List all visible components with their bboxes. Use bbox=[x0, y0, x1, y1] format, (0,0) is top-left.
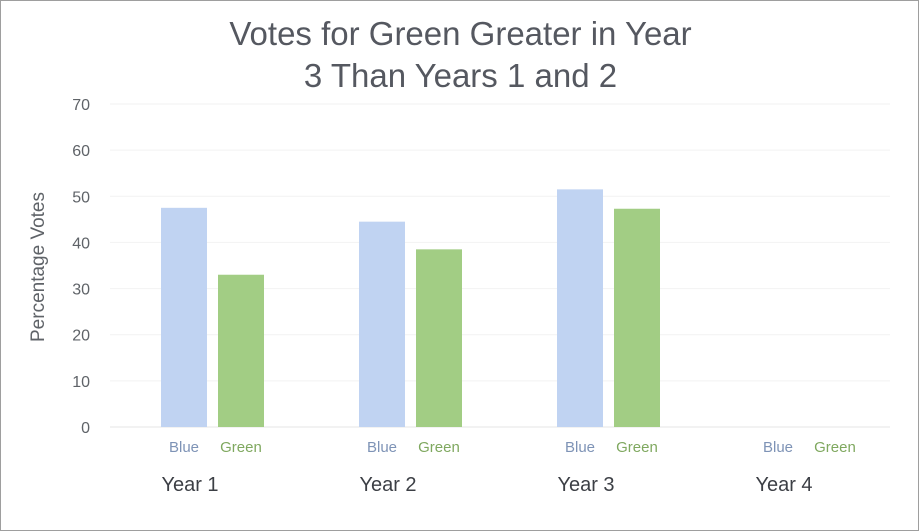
y-tick-label: 50 bbox=[72, 189, 90, 206]
series-label-blue: Blue bbox=[763, 439, 793, 456]
series-label-green: Green bbox=[418, 439, 460, 456]
y-tick-label: 40 bbox=[72, 235, 90, 252]
bar-green-year-3 bbox=[614, 208, 660, 427]
bar-green-year-1 bbox=[218, 274, 264, 427]
category-label: Year 3 bbox=[557, 474, 614, 496]
chart-title: Votes for Green Greater in Year 3 Than Y… bbox=[229, 15, 692, 94]
series-label-green: Green bbox=[616, 439, 658, 456]
bar-blue-year-1 bbox=[161, 207, 207, 427]
category-label: Year 1 bbox=[161, 474, 218, 496]
y-tick-label: 0 bbox=[81, 420, 90, 437]
series-label-green: Green bbox=[814, 439, 856, 456]
y-tick-label: 30 bbox=[72, 282, 90, 299]
bar-green-year-2 bbox=[416, 249, 462, 427]
series-label-green: Green bbox=[220, 439, 262, 456]
y-tick-label: 10 bbox=[72, 374, 90, 391]
category-label: Year 4 bbox=[755, 474, 812, 496]
bar-blue-year-2 bbox=[359, 221, 405, 427]
y-tick-label: 60 bbox=[72, 143, 90, 160]
bar-blue-year-3 bbox=[557, 189, 603, 427]
series-label-blue: Blue bbox=[367, 439, 397, 456]
series-label-blue: Blue bbox=[169, 439, 199, 456]
y-tick-label: 20 bbox=[72, 328, 90, 345]
category-label: Year 2 bbox=[359, 474, 416, 496]
series-label-blue: Blue bbox=[565, 439, 595, 456]
y-tick-label: 70 bbox=[72, 97, 90, 114]
